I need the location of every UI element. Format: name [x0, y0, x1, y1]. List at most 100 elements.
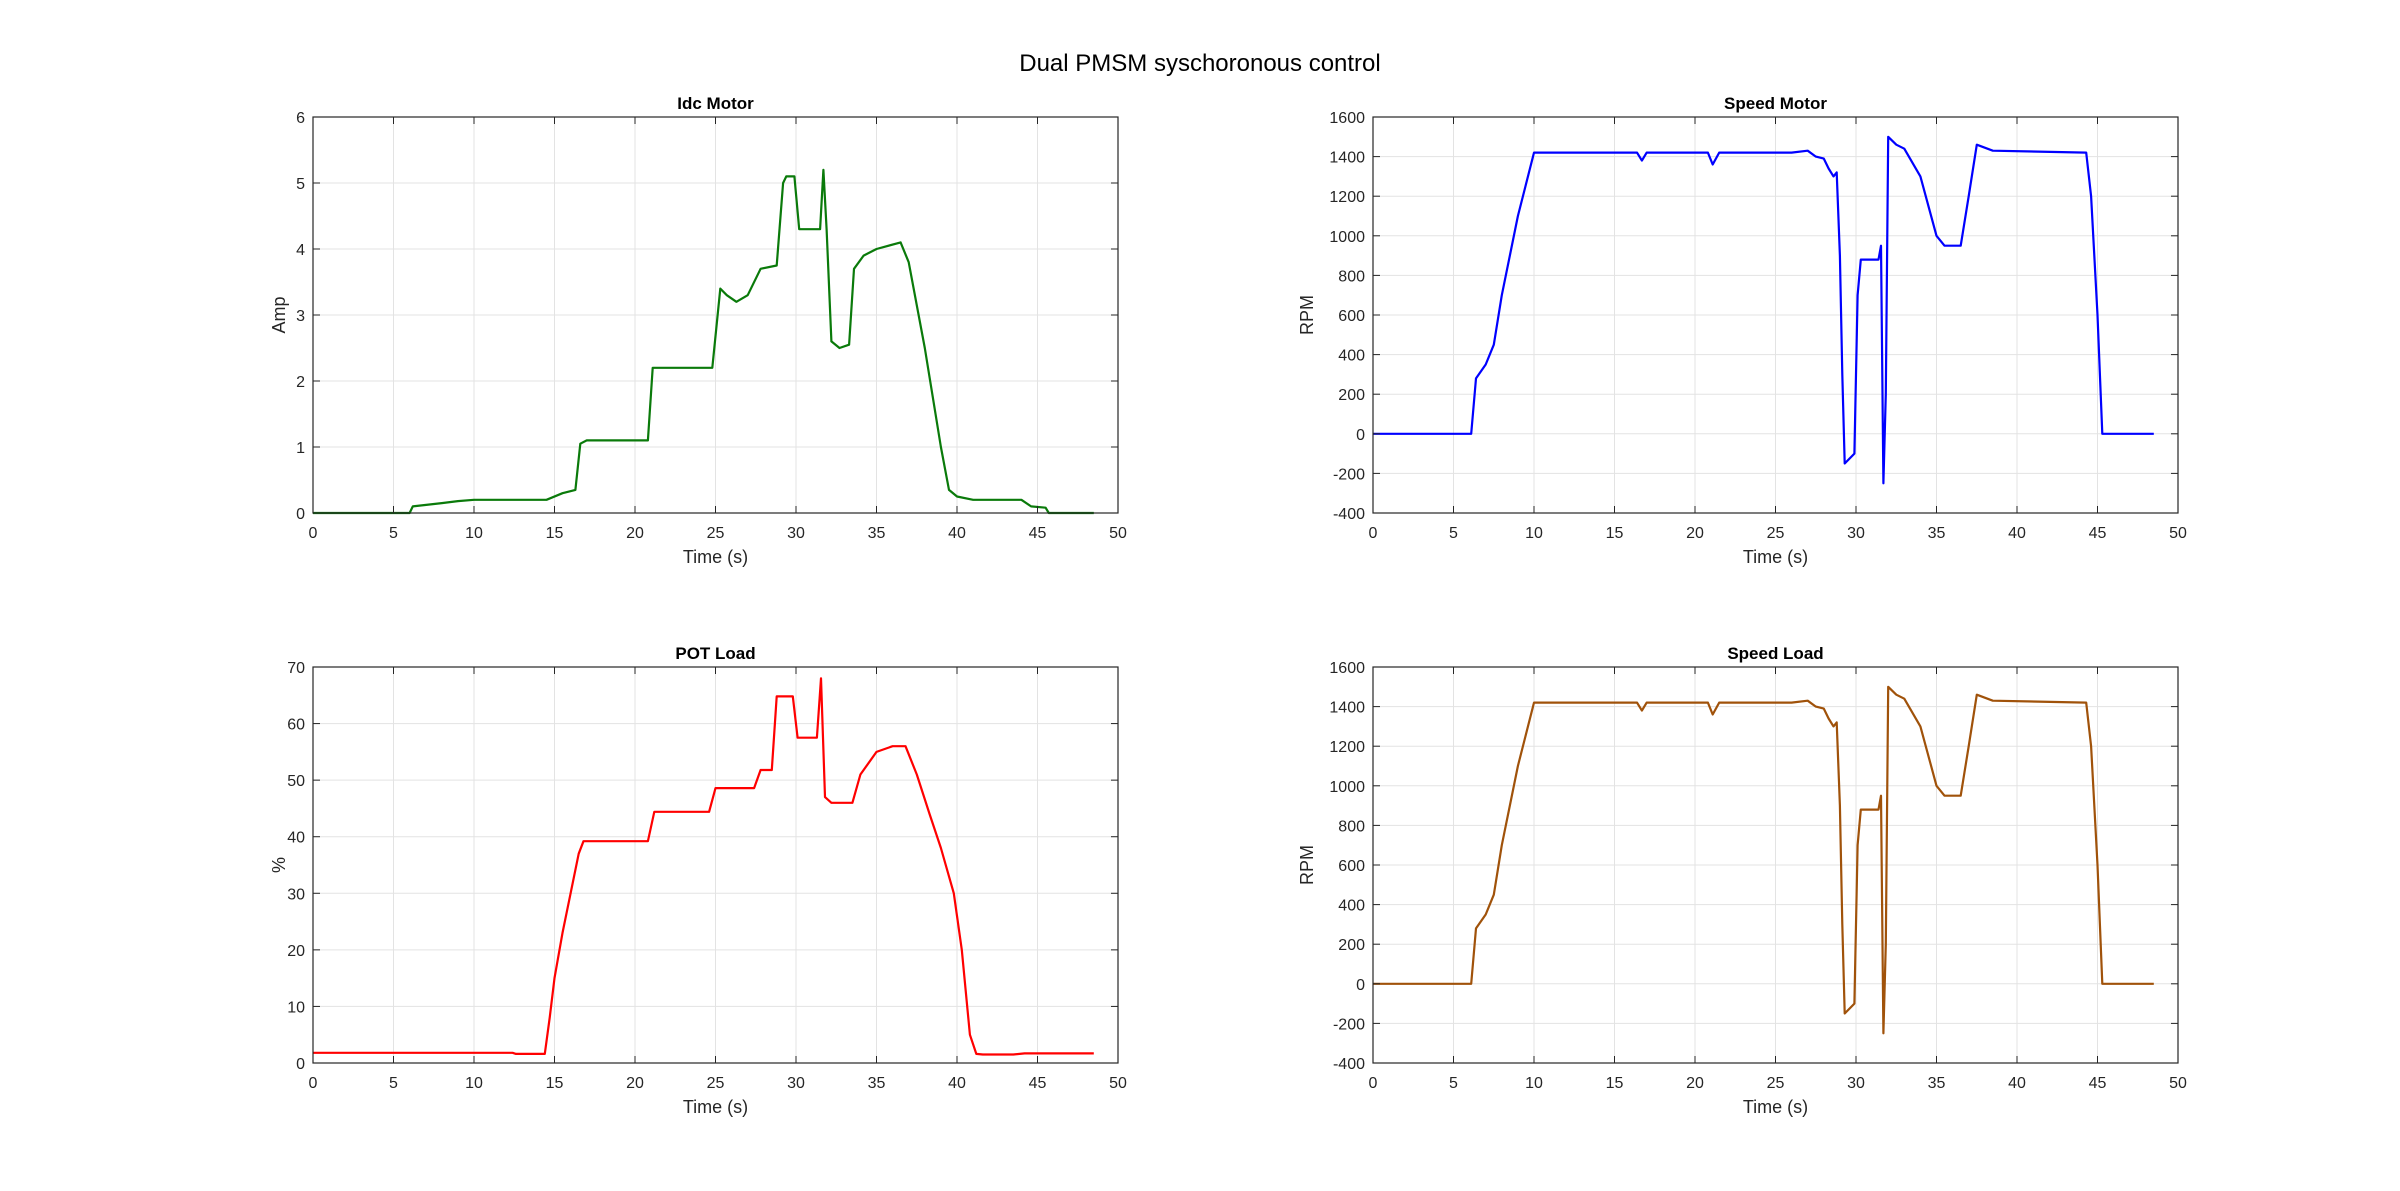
- x-tick-label: 5: [389, 1075, 398, 1092]
- x-tick-label: 0: [309, 525, 318, 542]
- y-tick-label: 5: [296, 176, 305, 193]
- x-axis-label: Time (s): [683, 547, 748, 567]
- x-tick-label: 25: [707, 525, 725, 542]
- y-tick-label: 800: [1338, 268, 1365, 285]
- x-tick-label: 40: [2008, 525, 2026, 542]
- chart-speed-motor: 0 5 10 15 20 25 30 35 40 45 50 -400 -200 0 200 400 600 80…: [1297, 94, 2187, 567]
- x-tick-label: 20: [1686, 525, 1704, 542]
- x-tick-label: 5: [389, 525, 398, 542]
- chart-title: Speed Load: [1727, 644, 1823, 663]
- y-tick-label: 600: [1338, 858, 1365, 875]
- x-tick-label: 35: [1928, 525, 1946, 542]
- x-tick-label: 25: [707, 1075, 725, 1092]
- y-tick-label: -200: [1333, 1016, 1365, 1033]
- x-axis-label: Time (s): [1743, 547, 1808, 567]
- y-tick-label: 60: [287, 717, 305, 734]
- x-tick-label: 15: [546, 1075, 564, 1092]
- y-tick-label: 1600: [1329, 660, 1365, 677]
- x-tick-label: 40: [948, 1075, 966, 1092]
- x-tick-label: 5: [1449, 525, 1458, 542]
- x-axis-label: Time (s): [1743, 1097, 1808, 1117]
- y-tick-label: 1000: [1329, 229, 1365, 246]
- x-tick-label: 0: [1369, 525, 1378, 542]
- x-tick-label: 15: [1606, 525, 1624, 542]
- y-tick-label: 0: [1356, 427, 1365, 444]
- y-tick-label: 2: [296, 374, 305, 391]
- y-tick-label: 1200: [1329, 739, 1365, 756]
- y-tick-label: -200: [1333, 466, 1365, 483]
- x-tick-label: 30: [1847, 525, 1865, 542]
- x-tick-label: 35: [868, 525, 886, 542]
- x-tick-label: 40: [2008, 1075, 2026, 1092]
- x-tick-label: 0: [1369, 1075, 1378, 1092]
- y-tick-label: 0: [1356, 977, 1365, 994]
- x-tick-label: 15: [546, 525, 564, 542]
- series-line-idc: [313, 168, 1094, 515]
- y-tick-label: 1600: [1329, 110, 1365, 127]
- y-tick-label: 3: [296, 308, 305, 325]
- y-tick-label: 1400: [1329, 150, 1365, 167]
- y-tick-label: 4: [296, 242, 305, 259]
- y-tick-label: 40: [287, 830, 305, 847]
- x-tick-label: 5: [1449, 1075, 1458, 1092]
- x-tick-label: 25: [1767, 1075, 1785, 1092]
- series-line-speed-load: [1373, 685, 2154, 1035]
- x-tick-label: 25: [1767, 525, 1785, 542]
- y-tick-label: 400: [1338, 348, 1365, 365]
- y-tick-label: 1200: [1329, 189, 1365, 206]
- series-line-pot: [313, 677, 1094, 1056]
- x-tick-label: 45: [1029, 525, 1047, 542]
- y-tick-label: 1400: [1329, 700, 1365, 717]
- x-tick-label: 35: [868, 1075, 886, 1092]
- y-tick-label: 1000: [1329, 779, 1365, 796]
- x-tick-label: 50: [1109, 525, 1127, 542]
- x-tick-label: 45: [1029, 1075, 1047, 1092]
- y-axis-label: RPM: [1297, 845, 1317, 885]
- y-tick-label: 400: [1338, 898, 1365, 915]
- y-tick-label: 30: [287, 886, 305, 903]
- y-tick-label: 6: [296, 110, 305, 127]
- x-tick-label: 0: [309, 1075, 318, 1092]
- x-tick-label: 45: [2089, 1075, 2107, 1092]
- x-tick-label: 10: [465, 525, 483, 542]
- y-tick-label: 600: [1338, 308, 1365, 325]
- x-tick-label: 10: [465, 1075, 483, 1092]
- y-tick-label: 70: [287, 660, 305, 677]
- x-tick-label: 30: [1847, 1075, 1865, 1092]
- chart-pot: 0 5 10 15 20 25 30 35 40 45 50 0 10 20 30 40 50 60 70 POT L…: [269, 644, 1127, 1117]
- y-tick-label: 200: [1338, 937, 1365, 954]
- x-tick-label: 15: [1606, 1075, 1624, 1092]
- y-axis-label: RPM: [1297, 295, 1317, 335]
- y-axis-label: Amp: [269, 296, 289, 333]
- x-tick-label: 45: [2089, 525, 2107, 542]
- x-tick-label: 10: [1525, 525, 1543, 542]
- y-tick-label: 200: [1338, 387, 1365, 404]
- y-tick-label: 1: [296, 440, 305, 457]
- y-tick-label: -400: [1333, 506, 1365, 523]
- y-tick-label: 10: [287, 999, 305, 1016]
- x-tick-label: 50: [2169, 525, 2187, 542]
- figure-title: Dual PMSM syschoronous control: [1019, 50, 1381, 77]
- y-tick-label: 50: [287, 773, 305, 790]
- y-tick-label: 20: [287, 943, 305, 960]
- x-tick-label: 20: [626, 525, 644, 542]
- x-tick-label: 20: [626, 1075, 644, 1092]
- chart-title: Speed Motor: [1724, 94, 1827, 113]
- x-tick-label: 20: [1686, 1075, 1704, 1092]
- y-axis-label: %: [269, 857, 289, 873]
- x-tick-label: 50: [2169, 1075, 2187, 1092]
- y-tick-label: 800: [1338, 818, 1365, 835]
- y-tick-label: -400: [1333, 1056, 1365, 1073]
- x-tick-label: 35: [1928, 1075, 1946, 1092]
- chart-title: POT Load: [675, 644, 755, 663]
- x-tick-label: 10: [1525, 1075, 1543, 1092]
- x-tick-label: 30: [787, 1075, 805, 1092]
- y-tick-label: 0: [296, 1056, 305, 1073]
- chart-speed-load: 0 5 10 15 20 25 30 35 40 45 50 -400 -200 0 200 400 600 80…: [1297, 644, 2187, 1117]
- y-tick-label: 0: [296, 506, 305, 523]
- x-tick-label: 30: [787, 525, 805, 542]
- chart-title: Idc Motor: [677, 94, 754, 113]
